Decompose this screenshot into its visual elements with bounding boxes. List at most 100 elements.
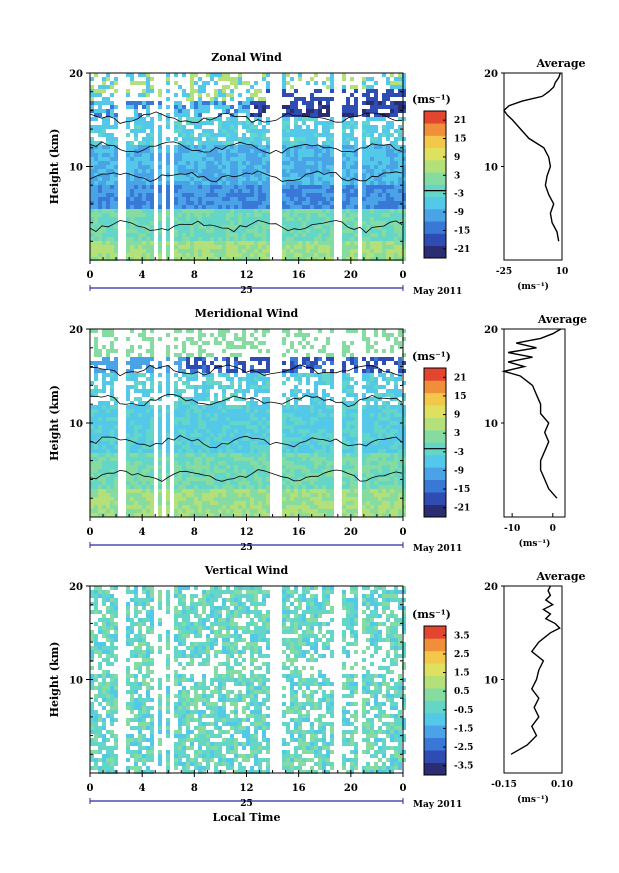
heatmap-cell	[382, 205, 386, 209]
heatmap-cell	[210, 161, 214, 165]
heatmap-cell	[98, 125, 102, 129]
heatmap-cell	[350, 241, 354, 245]
heatmap-cell	[402, 81, 406, 85]
heatmap-cell	[130, 181, 134, 185]
heatmap-cell	[218, 333, 222, 337]
heatmap-cell	[238, 137, 242, 141]
heatmap-cell	[266, 417, 270, 421]
heatmap-cell	[310, 421, 314, 425]
heatmap-cell	[174, 389, 178, 393]
heatmap-cell	[322, 481, 326, 485]
heatmap-cell	[90, 433, 94, 437]
heatmap-cell	[178, 201, 182, 205]
heatmap-cell	[258, 465, 262, 469]
heatmap-cell	[126, 133, 130, 137]
heatmap-cell	[142, 437, 146, 441]
heatmap-cell	[366, 433, 370, 437]
heatmap-cell	[290, 173, 294, 177]
heatmap-cell	[298, 109, 302, 113]
heatmap-cell	[242, 457, 246, 461]
heatmap-cell	[174, 381, 178, 385]
heatmap-cell	[282, 81, 286, 85]
heatmap-cell	[246, 81, 250, 85]
heatmap-cell	[262, 137, 266, 141]
heatmap-cell	[262, 465, 266, 469]
heatmap-cell	[218, 421, 222, 425]
heatmap-cell	[134, 193, 138, 197]
heatmap-cell	[314, 181, 318, 185]
heatmap-cell	[138, 469, 142, 473]
heatmap-cell	[210, 141, 214, 145]
heatmap-cell	[234, 449, 238, 453]
heatmap-cell	[318, 225, 322, 229]
heatmap-cell	[130, 345, 134, 349]
heatmap-cell	[354, 425, 358, 429]
heatmap-cell	[138, 249, 142, 253]
heatmap-cell	[330, 429, 334, 433]
heatmap-cell	[382, 189, 386, 193]
heatmap-cell	[250, 177, 254, 181]
heatmap-cell	[306, 209, 310, 213]
heatmap-cell	[390, 449, 394, 453]
heatmap-cell	[202, 385, 206, 389]
heatmap-cell	[102, 213, 106, 217]
heatmap-cell	[94, 473, 98, 477]
heatmap-cell	[114, 157, 118, 161]
heatmap-cell	[198, 89, 202, 93]
heatmap-cell	[394, 197, 398, 201]
heatmap-cell	[214, 445, 218, 449]
heatmap-cell	[314, 389, 318, 393]
heatmap-cell	[258, 405, 262, 409]
heatmap-cell	[382, 93, 386, 97]
heatmap-cell	[314, 453, 318, 457]
heatmap-cell	[142, 337, 146, 341]
heatmap-cell	[238, 73, 242, 77]
heatmap-cell	[106, 169, 110, 173]
heatmap-cell	[178, 197, 182, 201]
heatmap-cell	[214, 177, 218, 181]
heatmap-cell	[282, 181, 286, 185]
heatmap-cell	[194, 437, 198, 441]
heatmap-cell	[310, 249, 314, 253]
heatmap-cell	[378, 165, 382, 169]
heatmap-cell	[374, 333, 378, 337]
heatmap-cell	[178, 477, 182, 481]
heatmap-cell	[394, 173, 398, 177]
heatmap-cell	[150, 245, 154, 249]
heatmap-cell	[238, 469, 242, 473]
heatmap-cell	[218, 237, 222, 241]
heatmap-cell	[226, 409, 230, 413]
heatmap-cell	[382, 349, 386, 353]
heatmap-cell	[182, 381, 186, 385]
heatmap-cell	[354, 157, 358, 161]
heatmap-cell	[310, 173, 314, 177]
heatmap-cell	[106, 457, 110, 461]
heatmap-cell	[158, 117, 162, 121]
heatmap-cell	[302, 445, 306, 449]
heatmap-cell	[254, 113, 258, 117]
heatmap-cell	[302, 361, 306, 365]
heatmap-cell	[242, 145, 246, 149]
heatmap-cell	[226, 225, 230, 229]
heatmap-cell	[378, 409, 382, 413]
heatmap-cell	[166, 233, 170, 237]
heatmap-cell	[362, 201, 366, 205]
heatmap-cell	[150, 469, 154, 473]
heatmap-cell	[398, 469, 402, 473]
heatmap-cell	[258, 185, 262, 189]
heatmap-cell	[330, 161, 334, 165]
heatmap-cell	[98, 201, 102, 205]
heatmap-cell	[166, 81, 170, 85]
heatmap-cell	[390, 389, 394, 393]
heatmap-cell	[366, 397, 370, 401]
heatmap-cell	[266, 481, 270, 485]
heatmap-cell	[322, 377, 326, 381]
heatmap-cell	[354, 409, 358, 413]
heatmap-cell	[190, 105, 194, 109]
heatmap-cell	[398, 249, 402, 253]
heatmap-cell	[134, 109, 138, 113]
heatmap-cell	[198, 169, 202, 173]
heatmap-cell	[142, 137, 146, 141]
heatmap-cell	[366, 473, 370, 477]
heatmap-cell	[102, 233, 106, 237]
